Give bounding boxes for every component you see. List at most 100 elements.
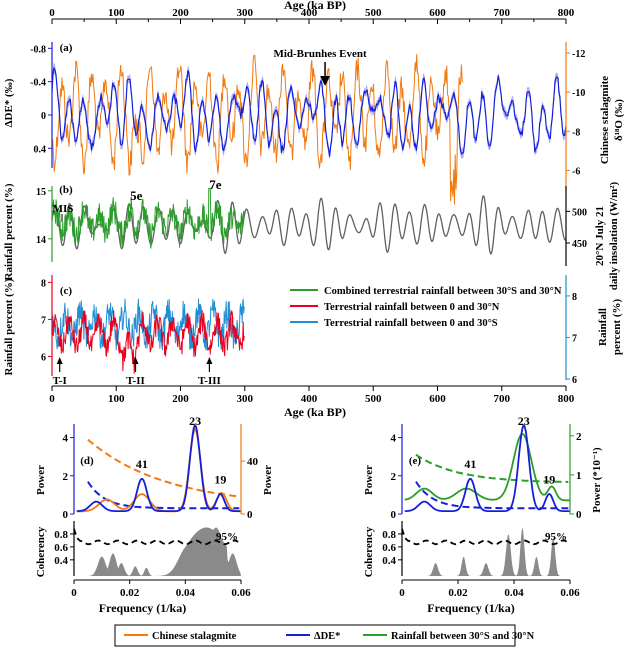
panel-c-right-tick-label: 7: [572, 333, 577, 344]
panel-d-confidence-label: 95%: [216, 531, 238, 543]
top-axis-tick-label: 0: [49, 7, 55, 19]
panel-b-right-tick-label: 500: [572, 207, 587, 218]
panel-e-left-tick-label: 4: [391, 433, 397, 445]
panel-c-left-tick-label: 7: [41, 315, 46, 326]
panel-c-right-tick-label: 6: [572, 375, 577, 386]
panel-b-left-axis-title: Rainfall percent (%): [3, 183, 15, 280]
panel-d-left-axis-title: Power: [35, 465, 47, 495]
panel-e-left-tick-label: 2: [391, 471, 397, 483]
panel-d-coherency-fill: [74, 527, 241, 576]
panel-a-left-tick-label: -0.4: [30, 78, 46, 89]
bottom-axis-tick-label: 500: [365, 393, 382, 405]
termination-label-1: T-I: [53, 375, 67, 387]
bottom-axis-tick-label: 400: [301, 393, 318, 405]
panel-a-letter: (a): [60, 42, 73, 54]
panel-d-series2-power: [76, 428, 241, 513]
panel-e-left-axis-title: Power: [363, 465, 375, 495]
top-axis-title: Age (ka BP): [284, 0, 346, 12]
panel-d-left-tick-label: 4: [63, 433, 69, 445]
panel-e-peak-19: 19: [543, 472, 555, 486]
series-combined-rainfall: [51, 187, 245, 249]
legend-top-label-1: Combined terrestrial rainfall between 30…: [324, 286, 562, 297]
panel-d-left-tick-label: 2: [63, 471, 69, 483]
mis-label: MIS: [53, 203, 74, 215]
panel-d-x-tick-label: 0: [71, 587, 77, 599]
termination-arrowhead-2: [132, 357, 139, 364]
legend-bottom-label-1: Chinese stalagmite: [152, 631, 237, 642]
panel-d-coherency-tick-label: 0.8: [54, 529, 68, 541]
termination-arrowhead-1: [56, 357, 63, 364]
panel-e-right-tick-label: 1: [576, 470, 582, 482]
panel-e-coherency-confidence: [401, 528, 568, 546]
panel-a-right-axis-title: Chinese stalagmite: [599, 76, 611, 164]
panel-d-x-axis-title: Frequency (1/ka): [99, 601, 186, 615]
legend-bottom-label-3: Rainfall between 30°S and 30°N: [391, 631, 535, 642]
panel-c-right-axis-title-cont: percent (%): [611, 299, 623, 356]
panel-c-left-axis-title: Rainfall percent (%): [3, 278, 15, 375]
bottom-axis-tick-label: 800: [558, 393, 575, 405]
panel-d-coherency-tick-label: 0.4: [54, 555, 68, 567]
series-rainfall-0-30n: [51, 309, 245, 374]
panel-e-coherency-tick-label: 0.8: [382, 529, 396, 541]
panel-a-right-tick-label: -8: [572, 127, 580, 138]
top-axis-tick-label: 200: [172, 7, 189, 19]
bottom-axis-tick-label: 600: [429, 393, 446, 405]
panel-d-right-tick-label: 40: [247, 456, 259, 468]
bottom-axis-tick-label: 700: [494, 393, 511, 405]
panel-e-coherency-tick-label: 0.4: [382, 555, 396, 567]
panel-b-right-tick-label: 450: [572, 239, 587, 250]
panel-d-x-tick-label: 0.04: [176, 587, 196, 599]
mid-brunhes-label: Mid-Brunhes Event: [273, 48, 367, 60]
bottom-legend-box: [114, 624, 516, 647]
panel-a-right-axis-title-unit: δ¹⁸O (‰): [613, 99, 625, 141]
panel-b-left-tick-label: 15: [36, 187, 46, 198]
panel-d-peak-41: 41: [136, 457, 148, 471]
bottom-axis-title: Age (ka BP): [284, 405, 346, 419]
panel-e-x-tick-label: 0.04: [504, 587, 524, 599]
panel-a-left-tick-label: 0: [41, 111, 46, 122]
panel-a-right-tick-label: -12: [572, 49, 585, 60]
panel-a-right-tick-label: -6: [572, 166, 580, 177]
series-delta-de: [51, 67, 567, 157]
panel-c-right-axis-title: Rainfall: [597, 308, 609, 346]
panel-d-peak-23: 23: [189, 414, 201, 428]
panel-e-right-tick-label: 0: [576, 509, 582, 521]
series-chinese-stalagmite: [51, 54, 464, 205]
panel-d-left-tick-label: 0: [63, 509, 69, 521]
panel-b-letter: (b): [59, 184, 73, 196]
top-axis-tick-label: 800: [558, 7, 575, 19]
panel-e-letter: (e): [409, 455, 422, 467]
panel-c-left-tick-label: 8: [41, 278, 46, 289]
panel-e-confidence-label: 95%: [545, 531, 567, 543]
panel-e-series2-power: [404, 432, 570, 502]
panel-a-left-axis-title: ΔDE* (‰): [3, 78, 15, 127]
panel-a-left-tick-label: -0.8: [30, 44, 46, 55]
panel-d-peak-19: 19: [214, 472, 226, 486]
panel-e-right-tick-label: 2: [576, 431, 582, 443]
bottom-axis-tick-label: 100: [108, 393, 125, 405]
top-axis-tick-label: 100: [108, 7, 125, 19]
panel-e-x-tick-label: 0.02: [448, 587, 468, 599]
panel-e-coherency-tick-label: 0.6: [382, 542, 396, 554]
panel-e-x-tick-label: 0: [399, 587, 405, 599]
top-axis-tick-label: 700: [494, 7, 511, 19]
panel-e-delta-de-power: [404, 424, 570, 513]
panel-e-right-axis-title: Power (*10⁻¹): [591, 447, 603, 513]
panel-d-right-axis-title: Power: [262, 465, 274, 495]
series-rainfall-0-30s: [51, 298, 245, 351]
panel-e-left-tick-label: 0: [391, 509, 397, 521]
top-axis-tick-label: 600: [429, 7, 446, 19]
mis-5e-label: 5e: [130, 188, 143, 203]
panel-e-series2-confidence: [415, 453, 569, 483]
legend-top-label-2: Terrestrial rainfall between 0 and 30°N: [324, 302, 500, 313]
panel-c-right-tick-label: 8: [572, 292, 577, 303]
panel-e-delta-de-confidence: [415, 481, 569, 510]
panel-d-right-tick-label: 0: [247, 509, 253, 521]
bottom-axis-tick-label: 0: [49, 393, 55, 405]
legend-bottom-label-2: ΔDE*: [314, 631, 340, 642]
panel-c-letter: (c): [60, 285, 73, 297]
panel-b-right-axis-title: 20°N July 21: [594, 206, 606, 266]
panel-e-peak-41: 41: [464, 457, 476, 471]
panel-a-right-tick-label: -10: [572, 88, 585, 99]
